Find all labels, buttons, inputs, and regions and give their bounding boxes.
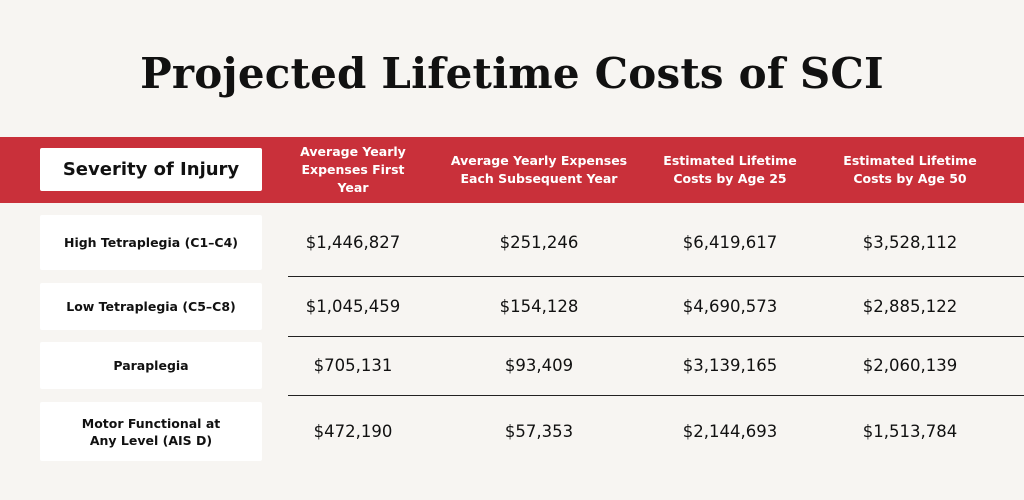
page-title: Projected Lifetime Costs of SCI bbox=[140, 49, 884, 98]
table-cell: $1,513,784 bbox=[862, 422, 958, 441]
severity-header-label: Severity of Injury bbox=[40, 148, 262, 191]
table-cell: $472,190 bbox=[313, 422, 393, 441]
row-label-motor-functional: Motor Functional at Any Level (AIS D) bbox=[40, 402, 262, 461]
column-header-lifetime-age-25: Estimated Lifetime Costs by Age 25 bbox=[663, 153, 797, 186]
table-cell: $93,409 bbox=[504, 356, 574, 375]
table-cell: $3,528,112 bbox=[862, 233, 958, 252]
row-label-paraplegia: Paraplegia bbox=[40, 342, 262, 389]
table-cell: $1,045,459 bbox=[305, 297, 401, 316]
row-divider bbox=[288, 276, 1024, 277]
table-cell: $1,446,827 bbox=[305, 233, 401, 252]
row-divider bbox=[288, 336, 1024, 337]
column-header-lifetime-age-50: Estimated Lifetime Costs by Age 50 bbox=[843, 153, 977, 186]
table-cell: $154,128 bbox=[499, 297, 579, 316]
table-cell: $251,246 bbox=[499, 233, 579, 252]
table-cell: $2,144,693 bbox=[682, 422, 778, 441]
row-label-low-tetraplegia: Low Tetraplegia (C5–C8) bbox=[40, 283, 262, 330]
row-label-high-tetraplegia: High Tetraplegia (C1–C4) bbox=[40, 215, 262, 270]
table-cell: $2,885,122 bbox=[862, 297, 958, 316]
column-header-subsequent-year: Average Yearly Expenses Each Subsequent … bbox=[450, 153, 628, 186]
table-cell: $6,419,617 bbox=[682, 233, 778, 252]
row-divider bbox=[288, 395, 1024, 396]
table-cell: $705,131 bbox=[313, 356, 393, 375]
table-cell: $3,139,165 bbox=[682, 356, 778, 375]
table-cell: $2,060,139 bbox=[862, 356, 958, 375]
table-cell: $57,353 bbox=[504, 422, 574, 441]
table-cell: $4,690,573 bbox=[682, 297, 778, 316]
column-header-first-year: Average Yearly Expenses First Year bbox=[300, 144, 406, 195]
